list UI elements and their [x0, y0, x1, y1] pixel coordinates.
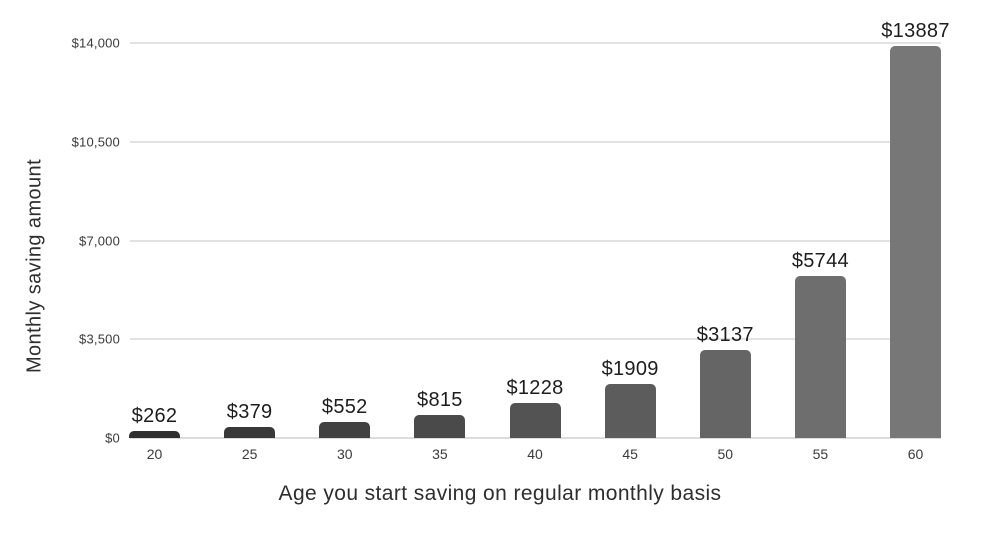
x-tick-label: 55 [812, 446, 829, 462]
bar-age-40 [509, 403, 561, 438]
plot-area: $262 $379 $552 $815 $1228 $1909 $3137 $5744 $138… [129, 21, 949, 439]
y-tick-label: $7,000 [79, 233, 120, 248]
bar-value-label: $5744 [791, 249, 849, 272]
x-tick-label: 30 [336, 446, 353, 462]
gridline [130, 42, 941, 44]
y-tick-label: $3,500 [79, 331, 120, 347]
x-tick-label: 35 [432, 446, 448, 462]
y-tick-label: $10,500 [71, 134, 120, 150]
x-tick-label: 45 [622, 446, 638, 462]
bar-age-35 [414, 415, 466, 438]
bar-value-label: $552 [321, 396, 368, 419]
bar-age-20 [129, 430, 180, 438]
x-tick-label: 40 [527, 446, 543, 462]
bar-value-label: $379 [226, 401, 273, 424]
y-tick-label: $0 [105, 430, 120, 446]
x-axis-line [130, 437, 941, 439]
bar-value-label: $13887 [881, 20, 950, 43]
bar-value-label: $3137 [696, 323, 754, 346]
y-tick-label: $14,000 [71, 35, 120, 51]
bar-value-label: $1909 [601, 358, 659, 381]
bar-age-55 [794, 275, 846, 438]
bar-value-label: $262 [131, 404, 178, 427]
bar-value-label: $815 [417, 389, 463, 412]
bar-age-30 [319, 422, 371, 438]
gridline [130, 239, 941, 242]
x-tick-label: 50 [717, 446, 734, 462]
x-axis-title: Age you start saving on regular monthly … [278, 482, 722, 505]
bar-age-25 [224, 427, 276, 438]
x-tick-label: 60 [907, 446, 924, 462]
bar-age-45 [604, 384, 656, 438]
bar-value-label: $1228 [506, 377, 564, 400]
gridline [130, 140, 941, 143]
x-tick-label: 20 [146, 446, 163, 462]
bar-age-60 [890, 46, 941, 438]
x-tick-label: 25 [241, 446, 258, 462]
bar-age-50 [699, 349, 751, 438]
gridline [130, 338, 941, 341]
